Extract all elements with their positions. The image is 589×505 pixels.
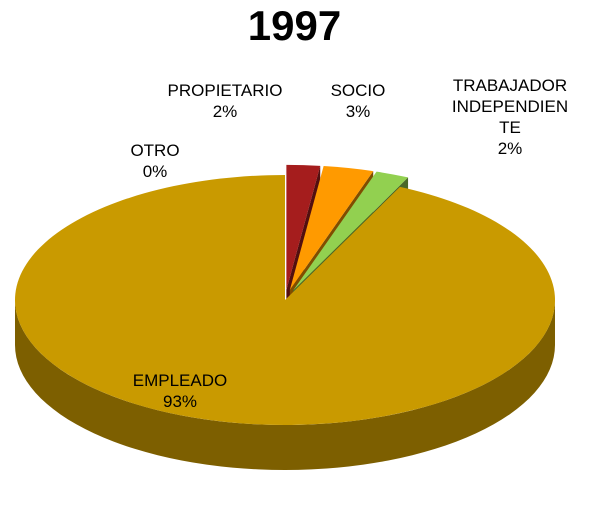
slice (286, 164, 321, 290)
slice (293, 171, 409, 291)
category-label: TRABAJADOR INDEPENDIENTE (451, 76, 569, 137)
slice-side (15, 300, 555, 470)
slice (289, 166, 374, 291)
slice (14, 175, 555, 426)
category-label: EMPLEADO (132, 371, 228, 390)
slice-label: SOCIO 3% (328, 80, 388, 122)
slice-label: PROPIETARIO 2% (140, 80, 310, 122)
slice-label: OTRO 0% (125, 140, 185, 182)
category-label: OTRO (130, 141, 180, 160)
slice-label: EMPLEADO 93% (120, 370, 240, 412)
value-label: 2% (212, 102, 238, 121)
value-label: 0% (142, 162, 168, 181)
category-label: SOCIO (330, 81, 386, 100)
category-label: PROPIETARIO (167, 81, 283, 100)
value-label: 2% (497, 139, 523, 158)
value-label: 3% (345, 102, 371, 121)
slice-label: TRABAJADOR INDEPENDIENTE 2% (448, 75, 573, 159)
chart-title: 1997 (247, 2, 342, 49)
value-label: 93% (162, 392, 198, 411)
